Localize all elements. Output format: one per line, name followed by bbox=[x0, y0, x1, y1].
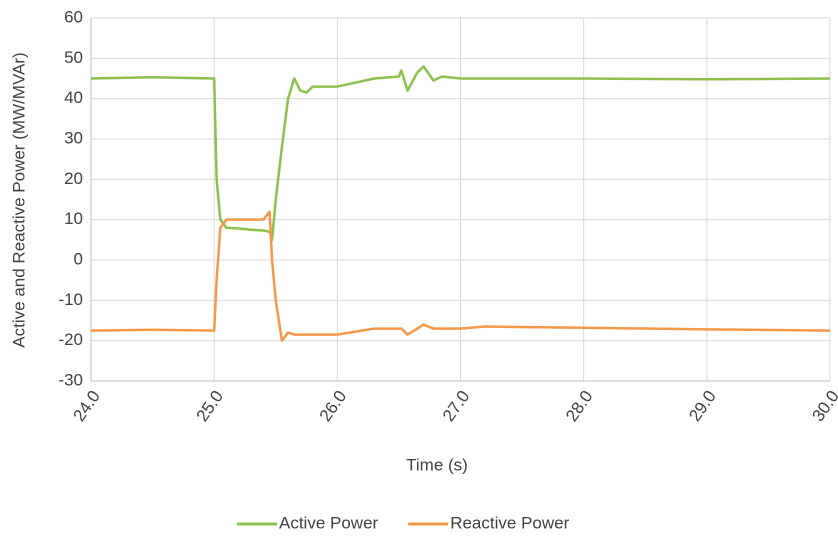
x-tick-label: 27.0 bbox=[439, 387, 474, 425]
y-tick-label: 60 bbox=[64, 7, 83, 26]
x-tick-label: 24.0 bbox=[69, 387, 104, 425]
legend-label: Reactive Power bbox=[450, 513, 569, 532]
y-axis-title: Active and Reactive Power (MW/MVAr) bbox=[9, 52, 28, 347]
y-tick-label: 40 bbox=[64, 88, 83, 107]
series-line bbox=[90, 210, 831, 342]
x-tick-label: 30.0 bbox=[808, 387, 838, 425]
x-tick-label: 26.0 bbox=[316, 387, 351, 425]
y-tick-label: 50 bbox=[64, 48, 83, 67]
series-line bbox=[90, 65, 831, 242]
y-tick-label: -30 bbox=[58, 370, 83, 389]
y-tick-label: 0 bbox=[74, 249, 83, 268]
y-tick-label: 10 bbox=[64, 209, 83, 228]
y-tick-label: -10 bbox=[58, 290, 83, 309]
y-tick-label: 30 bbox=[64, 128, 83, 147]
legend-label: Active Power bbox=[279, 513, 379, 532]
x-axis-title: Time (s) bbox=[406, 455, 468, 474]
y-tick-label: -20 bbox=[58, 330, 83, 349]
x-tick-label: 25.0 bbox=[193, 387, 228, 425]
y-tick-label: 20 bbox=[64, 169, 83, 188]
x-tick-label: 28.0 bbox=[562, 387, 597, 425]
x-tick-label: 29.0 bbox=[685, 387, 720, 425]
